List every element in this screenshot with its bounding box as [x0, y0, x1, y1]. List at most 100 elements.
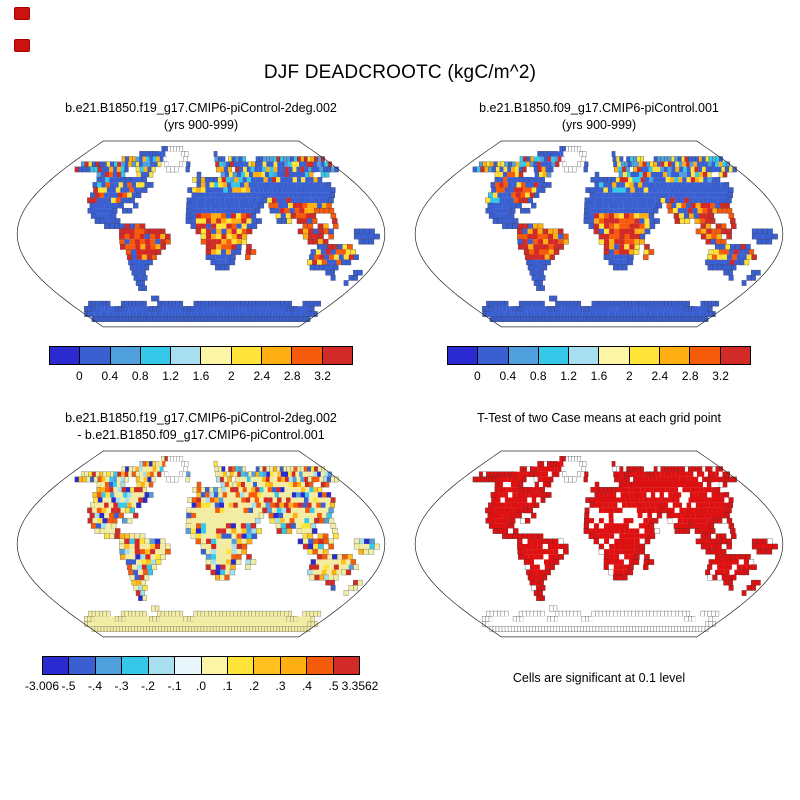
grid-cell	[498, 177, 504, 183]
grid-cell	[302, 533, 309, 540]
grid-cell	[284, 177, 289, 183]
grid-cell	[584, 507, 590, 514]
grid-cell	[727, 579, 733, 586]
grid-cell	[328, 254, 335, 260]
grid-cell	[721, 264, 727, 271]
grid-cell	[107, 621, 111, 627]
grid-cell	[523, 197, 529, 204]
grid-cell	[702, 171, 708, 178]
grid-cell	[508, 471, 513, 478]
grid-cell	[93, 187, 99, 193]
grid-cell	[335, 559, 341, 565]
grid-cell	[639, 218, 645, 224]
grid-cell	[751, 269, 757, 276]
grid-cell	[657, 497, 662, 503]
grid-cell	[619, 554, 625, 560]
grid-cell	[726, 197, 732, 204]
grid-cell	[216, 543, 222, 550]
grid-cell	[573, 471, 578, 477]
grid-cell	[142, 187, 148, 193]
grid-cell	[598, 300, 603, 307]
grid-cell	[671, 610, 676, 617]
grid-cell	[129, 197, 135, 204]
colorbar-segment	[291, 347, 322, 364]
grid-cell	[231, 533, 237, 539]
grid-cell	[648, 213, 655, 219]
grid-cell	[684, 528, 691, 534]
grid-cell	[279, 616, 284, 622]
grid-cell	[526, 610, 531, 617]
grid-cell	[269, 466, 274, 472]
grid-cell	[244, 171, 250, 178]
grid-cell	[333, 564, 339, 570]
grid-cell	[614, 223, 620, 229]
grid-cell	[498, 626, 503, 632]
grid-cell	[102, 208, 108, 214]
grid-cell	[706, 228, 712, 235]
grid-cell	[667, 156, 672, 162]
grid-cell	[608, 202, 614, 209]
grid-cell	[698, 616, 703, 622]
grid-cell	[353, 254, 359, 261]
grid-cell	[523, 176, 529, 183]
grid-cell	[200, 306, 205, 312]
grid-cell	[309, 518, 315, 524]
grid-cell	[139, 300, 144, 307]
grid-cell	[116, 171, 122, 178]
grid-cell	[702, 182, 708, 188]
grid-cell	[249, 311, 253, 317]
projection-outline	[414, 140, 784, 328]
grid-cell	[144, 492, 150, 498]
grid-cell	[715, 471, 719, 477]
grid-cell	[273, 166, 278, 173]
grid-cell	[644, 177, 650, 183]
grid-cell	[106, 187, 112, 193]
grid-cell	[259, 616, 263, 622]
grid-cell	[642, 300, 647, 307]
grid-cell	[252, 171, 258, 178]
grid-cell	[618, 171, 624, 178]
grid-cell	[624, 161, 629, 168]
grid-cell	[233, 621, 237, 627]
grid-cell	[204, 610, 209, 617]
grid-cell	[252, 311, 257, 317]
grid-cell	[215, 559, 222, 565]
grid-cell	[673, 311, 677, 317]
grid-cell	[208, 300, 213, 307]
grid-cell	[80, 471, 85, 478]
grid-cell	[280, 523, 286, 529]
grid-cell	[280, 177, 285, 183]
grid-cell	[128, 300, 133, 307]
grid-cell	[211, 616, 215, 622]
grid-cell	[616, 626, 621, 632]
grid-cell	[689, 626, 694, 632]
grid-cell	[221, 528, 227, 534]
grid-cell	[353, 228, 360, 235]
grid-cell	[288, 202, 293, 209]
grid-cell	[194, 311, 198, 317]
grid-cell	[557, 466, 562, 472]
grid-cell	[524, 517, 531, 524]
grid-cell	[341, 569, 347, 576]
grid-cell	[629, 549, 635, 555]
grid-cell	[553, 151, 558, 157]
grid-cell	[621, 476, 626, 483]
grid-cell	[304, 208, 310, 214]
grid-cell	[200, 523, 207, 529]
grid-cell	[251, 300, 256, 307]
grid-cell	[613, 518, 619, 524]
grid-cell	[176, 316, 181, 322]
grid-cell	[632, 512, 638, 519]
grid-cell	[302, 161, 307, 167]
grid-cell	[221, 306, 226, 312]
grid-cell	[197, 306, 202, 312]
grid-cell	[359, 233, 365, 240]
grid-cell	[640, 487, 645, 493]
grid-cell	[281, 497, 287, 503]
grid-cell	[131, 559, 137, 565]
grid-cell	[150, 554, 156, 560]
grid-cell	[712, 574, 718, 581]
grid-cell	[594, 507, 600, 514]
grid-cell	[245, 306, 250, 312]
grid-cell	[706, 187, 712, 193]
